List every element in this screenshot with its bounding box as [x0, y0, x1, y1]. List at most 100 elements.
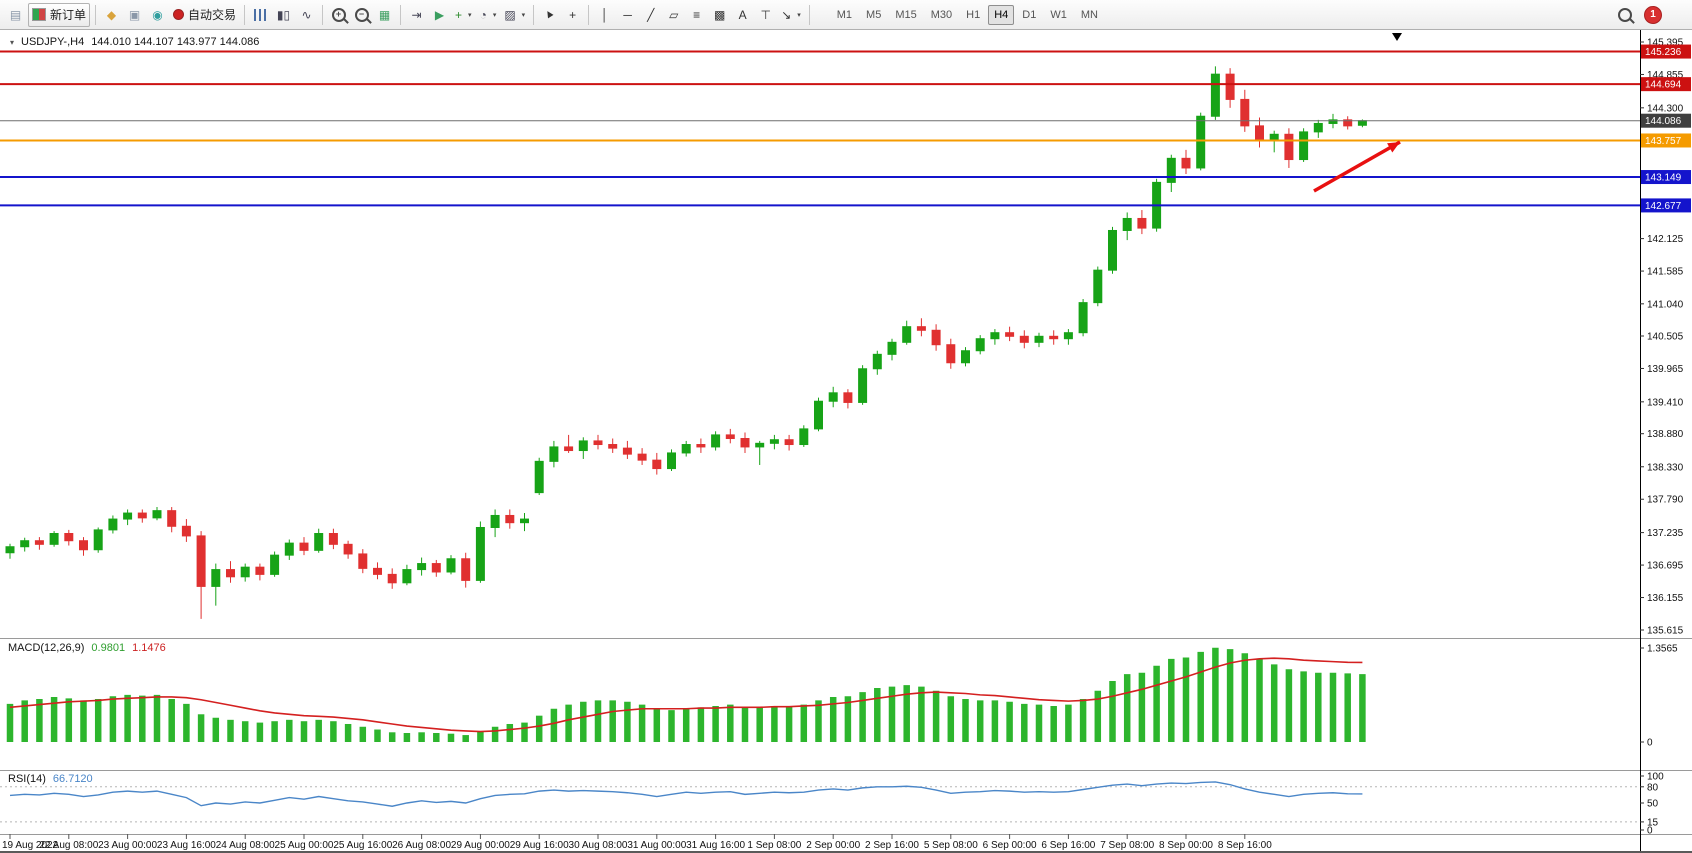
svg-text:29 Aug 16:00: 29 Aug 16:00	[510, 840, 569, 851]
chart-window-icon[interactable]: ▤	[5, 3, 26, 27]
svg-text:6 Sep 00:00: 6 Sep 00:00	[983, 840, 1037, 851]
bar-chart-type-icon[interactable]	[250, 3, 271, 27]
tile-windows-icon[interactable]: ▦	[374, 3, 395, 27]
autotrading-button[interactable]: 自动交易	[170, 3, 239, 27]
shapes-icon-glyph: ▩	[714, 7, 726, 22]
zoom-in-icon[interactable]: +	[328, 3, 349, 27]
trend-arrow[interactable]	[1313, 140, 1401, 193]
tile-windows-icon-glyph: ▦	[378, 7, 391, 22]
text-label-icon-glyph: ⊤	[760, 7, 771, 22]
cursor-icon[interactable]: ▲	[539, 3, 560, 27]
candlestick-type-icon-glyph: ▮▯	[276, 7, 291, 22]
candlestick-type-icon[interactable]: ▮▯	[273, 3, 294, 27]
svg-text:145.395: 145.395	[1647, 38, 1684, 49]
svg-text:24 Aug 08:00: 24 Aug 08:00	[216, 840, 275, 851]
svg-text:0: 0	[1647, 738, 1653, 749]
text-label-icon[interactable]: ⊤	[755, 3, 776, 27]
macd-main-value: 0.9801	[91, 642, 126, 654]
chart-shift-icon[interactable]: ⇥	[406, 3, 427, 27]
candles	[5, 66, 1367, 619]
svg-text:139.965: 139.965	[1647, 364, 1684, 375]
search-icon[interactable]	[1618, 7, 1632, 22]
svg-text:141.585: 141.585	[1647, 267, 1684, 278]
rsi-line	[9, 781, 1363, 807]
timeframe-toolbar: M1 M5 M15 M30 H1 H4 D1 W1 MN	[830, 0, 1105, 29]
timeframe-button-h4[interactable]: H4	[988, 4, 1015, 25]
timeframe-button-m30[interactable]: M30	[930, 8, 953, 21]
autotrading-button-label: 自动交易	[188, 8, 237, 22]
line-chart-type-icon[interactable]: ∿	[296, 3, 317, 27]
chart-window-icon-glyph: ▤	[9, 7, 22, 22]
line-chart-type-icon-glyph: ∿	[301, 7, 312, 22]
navigator-icon[interactable]: ◉	[147, 3, 168, 27]
timeframe-button-m5[interactable]: M5	[866, 8, 882, 21]
toolbar-separator	[95, 4, 97, 25]
vertical-line-icon-glyph: │	[600, 7, 609, 22]
svg-text:135.615: 135.615	[1647, 626, 1684, 637]
new-order-button[interactable]: 新订单	[28, 2, 91, 27]
symbol-menu-icon[interactable]: ▾	[10, 37, 15, 47]
chart-shift-marker[interactable]	[1392, 33, 1402, 41]
svg-text:144.855: 144.855	[1647, 70, 1684, 81]
svg-text:8 Sep 16:00: 8 Sep 16:00	[1218, 840, 1272, 851]
toolbar-separator	[533, 4, 535, 25]
vertical-line-icon[interactable]: │	[594, 3, 615, 27]
toolbar-right: 1	[1618, 5, 1688, 24]
crosshair-icon[interactable]: +	[562, 3, 583, 27]
auto-scroll-icon[interactable]: ▶	[429, 3, 450, 27]
timeframe-button-d1[interactable]: D1	[1022, 8, 1037, 21]
window-edge	[0, 851, 1692, 853]
crosshair-icon-glyph: +	[569, 7, 577, 22]
templates-menu-glyph: ▨	[504, 7, 516, 22]
indicators-menu[interactable]: + ▾	[452, 3, 475, 27]
svg-text:80: 80	[1647, 782, 1659, 793]
timeframe-button-mn[interactable]: MN	[1080, 8, 1098, 21]
channel-icon[interactable]: ▱	[663, 3, 684, 27]
zoom-out-icon-sign: −	[358, 9, 365, 19]
text-icon[interactable]: A	[732, 3, 753, 27]
profiles-icon[interactable]: ▣	[124, 3, 145, 27]
timeframe-button-m15[interactable]: M15	[895, 8, 917, 21]
svg-text:141.040: 141.040	[1647, 299, 1684, 310]
zoom-out-icon-glass: −	[354, 7, 369, 22]
trendline-icon[interactable]: ╱	[640, 3, 661, 27]
svg-text:144.300: 144.300	[1647, 103, 1684, 114]
timeframe-button-h1[interactable]: H1	[966, 8, 981, 21]
svg-text:142.125: 142.125	[1647, 234, 1684, 245]
svg-text:143.757: 143.757	[1645, 136, 1682, 147]
periods-menu-glyph: ◔	[479, 7, 487, 22]
svg-text:31 Aug 16:00: 31 Aug 16:00	[686, 840, 745, 851]
macd-signal-line	[9, 657, 1363, 733]
price-badges: 145.236 144.694 144.086 143.757 143.149 142.6…	[1641, 44, 1691, 213]
profiles-icon-glyph: ▣	[128, 7, 141, 22]
fibonacci-icon[interactable]: ≡	[686, 3, 707, 27]
shapes-icon[interactable]: ▩	[709, 3, 730, 27]
arrows-menu-glyph: ↘	[781, 7, 792, 22]
svg-text:100: 100	[1647, 772, 1664, 783]
rsi-value: 66.7120	[52, 773, 93, 785]
horizontal-lines[interactable]	[0, 50, 1640, 207]
chart-title: ▾ USDJPY-,H4 144.010 144.107 143.977 144…	[10, 36, 259, 48]
periods-menu[interactable]: ◔ ▾	[477, 3, 500, 27]
svg-text:25 Aug 00:00: 25 Aug 00:00	[275, 840, 334, 851]
svg-text:50: 50	[1647, 799, 1659, 810]
svg-text:142.677: 142.677	[1645, 201, 1682, 212]
ohlc-values: 144.010 144.107 143.977 144.086	[91, 36, 260, 48]
svg-text:136.155: 136.155	[1647, 593, 1684, 604]
order-ticket-icon	[32, 8, 46, 21]
market-watch-icon[interactable]: ◆	[101, 3, 122, 27]
notification-badge[interactable]: 1	[1644, 5, 1662, 24]
toolbar-separator	[808, 4, 810, 25]
svg-text:138.880: 138.880	[1647, 429, 1684, 440]
horizontal-line-icon[interactable]: ─	[617, 3, 638, 27]
timeframe-button-m1[interactable]: M1	[836, 8, 853, 21]
timeframe-button-w1[interactable]: W1	[1050, 8, 1067, 21]
svg-text:1.3565: 1.3565	[1647, 644, 1678, 655]
zoom-out-icon[interactable]: −	[351, 3, 372, 27]
templates-menu[interactable]: ▨ ▾	[501, 3, 528, 27]
arrows-menu[interactable]: ↘ ▾	[778, 3, 804, 27]
svg-text:19 Aug 2022: 19 Aug 2022	[2, 840, 59, 851]
svg-text:23 Aug 16:00: 23 Aug 16:00	[157, 840, 216, 851]
